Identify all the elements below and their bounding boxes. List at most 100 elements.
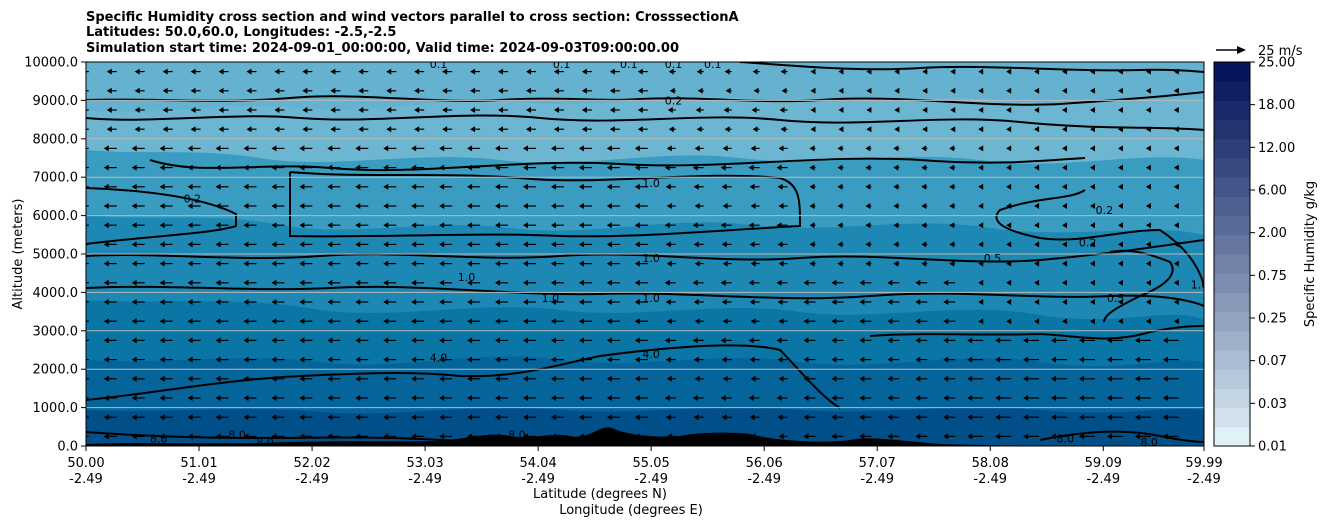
wind-vector-head	[495, 241, 501, 248]
wind-vector-head	[271, 241, 277, 248]
wind-vector-head	[865, 183, 871, 190]
wind-vector-head	[722, 203, 728, 209]
wind-vector-head	[383, 318, 389, 325]
wind-vector-head	[606, 145, 612, 152]
colorbar-segment	[1214, 426, 1250, 447]
plot-area: 0.1 0.1 0.1 0.1 0.1 0.2 0.2 1.0 1.0 1.0 1.0 1.0 4.0 4…	[76, 58, 1204, 446]
colorbar-segment	[1214, 388, 1250, 409]
wind-vector-head	[943, 356, 949, 363]
contour-label: 0.1	[665, 58, 683, 71]
wind-vector-head	[271, 356, 277, 363]
wind-vector-head	[498, 68, 504, 75]
wind-vector-head	[668, 68, 674, 75]
wind-vector-head	[1106, 356, 1112, 363]
wind-vector-head	[467, 375, 473, 382]
wind-vector-head	[780, 68, 786, 75]
wind-vector-head	[634, 164, 640, 171]
wind-vector-head	[1062, 279, 1068, 286]
wind-vector-head	[1051, 337, 1057, 344]
wind-vector-head	[776, 222, 782, 229]
wind-vector-head	[1062, 145, 1068, 152]
wind-vector-head	[664, 222, 670, 229]
wind-vector-head	[865, 203, 871, 209]
wind-vector-head	[358, 126, 364, 133]
wind-vector-head	[327, 337, 333, 344]
wind-vector-head	[967, 356, 973, 363]
wind-vector-head	[1089, 107, 1095, 113]
wind-vector-head	[327, 318, 333, 325]
horizontal-gridlines	[86, 99, 1204, 409]
wind-vector-head	[859, 356, 865, 363]
contour-line-1.0-low	[86, 285, 1204, 307]
wind-vector-head	[159, 145, 165, 152]
colorbar-segment	[1214, 81, 1250, 101]
x-tick-label-lat: 57.07	[859, 456, 896, 471]
wind-vector-head	[411, 260, 417, 267]
wind-vector-head	[838, 87, 844, 94]
wind-vector-head	[439, 164, 445, 171]
y-axis: 0.0 1000.0 2000.0 3000.0 4000.0 5000.0 6000.0 7…	[24, 56, 86, 455]
wind-vector-head	[915, 299, 921, 305]
wind-vector-head	[1089, 318, 1095, 325]
wind-vector-head	[131, 356, 137, 363]
colorbar-tick-label: 2.00	[1258, 226, 1287, 241]
wind-vector-head	[470, 126, 476, 133]
colorbar-tick-label: 25.00	[1258, 56, 1295, 71]
wind-vector-head	[634, 414, 640, 421]
wind-vector-head	[411, 164, 417, 171]
wind-vector-head	[383, 241, 389, 248]
wind-vector-head	[383, 222, 389, 229]
wind-vector-head	[887, 299, 893, 305]
wind-vector-head	[439, 433, 445, 440]
wind-vector-head	[187, 279, 193, 286]
wind-vector-head	[809, 241, 815, 248]
wind-vector-head	[995, 337, 1001, 344]
wind-vector-head	[831, 337, 837, 344]
wind-vector-head	[1134, 375, 1140, 382]
contour-label: 0.2	[1096, 204, 1114, 217]
wind-vector-head	[578, 203, 584, 209]
wind-vector-head	[1117, 87, 1123, 94]
wind-vector-head	[106, 87, 112, 94]
wind-vector-head	[550, 222, 556, 229]
contour-label: 0.1	[430, 58, 448, 71]
wind-vector-head	[915, 375, 921, 382]
wind-vector-head	[522, 222, 528, 229]
wind-vectors	[76, 68, 1179, 440]
wind-vector-head	[749, 299, 755, 305]
wind-vector-head	[949, 164, 955, 171]
wind-vector-head	[215, 203, 221, 209]
wind-vector-head	[327, 279, 333, 286]
wind-vector-head	[442, 126, 448, 133]
wind-vector-head	[1106, 414, 1112, 421]
contour-label: 0.1	[553, 58, 571, 71]
wind-vector-head	[1134, 395, 1140, 401]
wind-vector-head	[837, 203, 843, 209]
wind-vector-head	[386, 107, 392, 113]
x-tick-label-lat: 58.08	[972, 456, 1009, 471]
wind-vector-head	[550, 299, 556, 305]
wind-vector-head	[76, 241, 81, 247]
y-axis-label: Altitude (meters)	[11, 199, 26, 310]
wind-vector-head	[722, 318, 728, 325]
wind-vector-head	[634, 203, 640, 209]
wind-vector-head	[495, 183, 501, 190]
wind-vector-head	[581, 68, 587, 75]
wind-vector-head	[187, 241, 193, 248]
colorbar-segment	[1214, 311, 1250, 332]
wind-vector-head	[159, 414, 165, 421]
wind-vector-head	[442, 87, 448, 94]
wind-vector-head	[749, 241, 755, 248]
wind-vector-head	[978, 87, 984, 94]
wind-vector-head	[327, 241, 333, 248]
wind-vector-head	[411, 299, 417, 305]
wind-vector-head	[1078, 375, 1084, 382]
wind-vector-head	[752, 68, 758, 75]
wind-vector-head	[495, 375, 501, 382]
wind-vector-head	[859, 375, 865, 382]
wind-vector-head	[330, 107, 336, 113]
wind-vector-head	[1078, 414, 1084, 421]
wind-vector-head	[809, 203, 815, 209]
wind-vector-head	[1006, 260, 1012, 267]
wind-vector-head	[467, 203, 473, 209]
